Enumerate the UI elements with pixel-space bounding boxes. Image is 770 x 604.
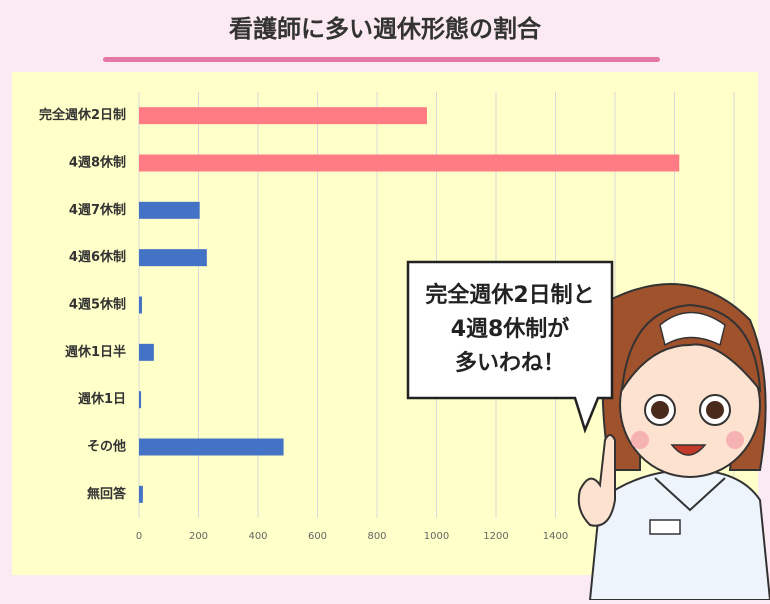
bar xyxy=(139,296,142,314)
title-underline xyxy=(103,57,660,62)
x-tick-label: 800 xyxy=(367,531,386,542)
bar xyxy=(139,201,200,219)
bar xyxy=(139,249,207,267)
y-tick-label: 4週5休制 xyxy=(69,297,126,313)
x-tick-label: 1200 xyxy=(483,531,508,542)
speech-line: 4週8休制が xyxy=(451,316,570,342)
y-tick-label: 無回答 xyxy=(87,486,127,502)
x-tick-label: 600 xyxy=(308,531,327,542)
bar xyxy=(139,107,427,125)
y-tick-label: 週休1日 xyxy=(78,391,126,407)
y-tick-label: 4週8休制 xyxy=(69,155,126,171)
bar xyxy=(139,438,284,456)
speech-line: 多いわね！ xyxy=(455,350,565,376)
speech-bubble xyxy=(406,260,614,434)
x-tick-label: 200 xyxy=(189,531,208,542)
x-tick-label: 1400 xyxy=(543,531,568,542)
speech-line: 完全週休2日制と xyxy=(425,282,594,308)
x-tick-label: 1000 xyxy=(424,531,449,542)
x-tick-label: 400 xyxy=(248,531,267,542)
y-tick-label: その他 xyxy=(87,439,126,455)
bar xyxy=(139,391,142,409)
bar xyxy=(139,485,143,503)
y-tick-label: 完全週休2日制 xyxy=(39,107,126,123)
plot: 0200400600800100012001400160018002000完全週… xyxy=(39,92,747,542)
bar xyxy=(139,154,680,172)
chart-title: 看護師に多い週休形態の割合 xyxy=(229,15,542,43)
nurse-illustration xyxy=(577,283,770,601)
bar xyxy=(139,343,154,361)
y-tick-label: 週休1日半 xyxy=(65,344,126,360)
x-tick-label: 0 xyxy=(136,531,142,542)
y-tick-label: 4週6休制 xyxy=(69,249,126,265)
y-tick-label: 4週7休制 xyxy=(69,202,126,218)
